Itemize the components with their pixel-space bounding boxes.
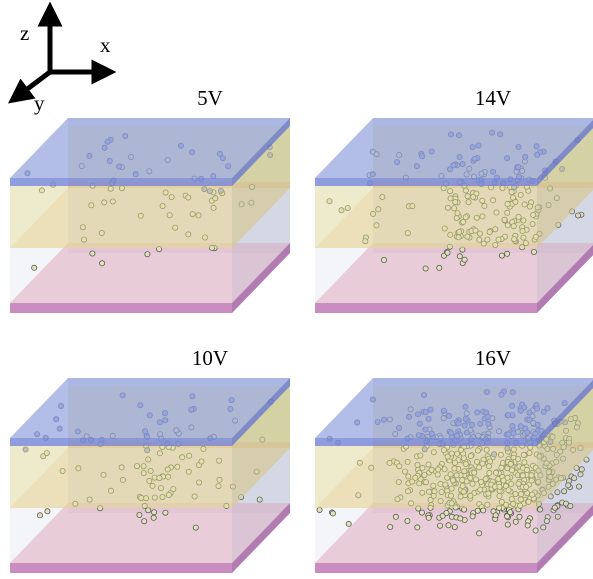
bottom-slab-front (10, 303, 232, 313)
simulation-panel: 14V (315, 86, 593, 313)
top-slab-front (315, 178, 537, 186)
figure: z x y 5V 14V 10V 16V (0, 0, 593, 579)
front-wall (10, 178, 232, 313)
simulation-panel: 16V (315, 346, 593, 573)
front-wall (315, 438, 537, 573)
z-label: z (20, 21, 29, 45)
front-wall (10, 438, 232, 573)
axis-triad: z x y (18, 14, 111, 115)
top-slab-front (10, 438, 232, 446)
top-slab-front (10, 178, 232, 186)
y-label: y (34, 91, 45, 115)
top-slab-front (315, 438, 537, 446)
bottom-slab-front (315, 563, 537, 573)
x-label: x (100, 33, 111, 57)
simulation-panel: 5V (10, 86, 290, 313)
panel-label: 14V (475, 86, 511, 110)
panel-label: 10V (192, 346, 228, 370)
panel-label: 5V (197, 86, 223, 110)
bottom-slab-front (315, 303, 537, 313)
bottom-slab-front (10, 563, 232, 573)
panel-label: 16V (475, 346, 511, 370)
front-wall (315, 178, 537, 313)
simulation-panel: 10V (10, 346, 290, 573)
